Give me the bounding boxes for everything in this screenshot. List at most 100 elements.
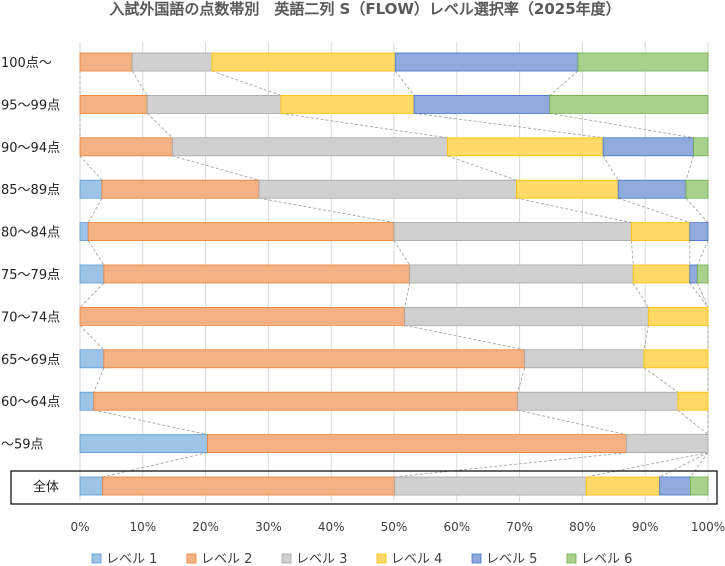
bar-segment xyxy=(632,264,691,284)
bar-segment xyxy=(446,137,604,157)
bar-segment xyxy=(79,434,208,454)
legend-label: レベル 1 xyxy=(106,552,157,566)
x-tick-label: 60% xyxy=(443,520,470,534)
bar-segment xyxy=(79,264,105,284)
series-connector-line xyxy=(586,452,709,478)
series-connector-line xyxy=(131,70,148,96)
x-tick-label: 10% xyxy=(129,520,156,534)
bar-segment xyxy=(394,52,579,72)
series-connector-line xyxy=(602,155,619,181)
legend: レベル 1 レベル 2 レベル 3 レベル 4 レベル 5 レベル 6 xyxy=(91,552,632,566)
series-connector-line xyxy=(517,409,627,436)
series-connector-line xyxy=(146,113,173,139)
bar-segment xyxy=(524,349,645,369)
x-tick-label: 0% xyxy=(70,520,89,534)
bar-segment xyxy=(685,179,709,199)
series-connector-line xyxy=(87,240,105,266)
bar-segment xyxy=(689,222,709,242)
category-label: 60～64点 xyxy=(1,395,60,410)
series-connector-line xyxy=(549,70,579,96)
bar-segment xyxy=(103,264,411,284)
series-connector-line xyxy=(689,282,709,308)
category-labels: 100点～ 95～99点 90～94点 85～89点 80～84点 75～79点 70～74… xyxy=(1,56,60,495)
bar-segment xyxy=(393,222,632,242)
series-connector-line xyxy=(93,367,105,393)
bar-segment xyxy=(517,391,679,411)
legend-label: レベル 4 xyxy=(391,552,442,566)
x-tick-label: 70% xyxy=(506,520,533,534)
series-connector-line xyxy=(643,325,649,350)
series-connector-line xyxy=(404,324,525,351)
bar-segment xyxy=(79,179,103,199)
bar-segment xyxy=(79,391,95,411)
series-connector-line xyxy=(79,325,105,351)
series-connector-line xyxy=(549,112,694,139)
bar-segment xyxy=(79,137,173,157)
series-connector-line xyxy=(79,282,105,308)
legend-swatch xyxy=(91,553,102,564)
bar-segment xyxy=(79,222,89,242)
series-connector-line xyxy=(677,409,709,435)
legend-label: レベル 6 xyxy=(581,552,632,566)
bar-segment xyxy=(516,179,619,199)
bar-series-group xyxy=(79,52,709,496)
category-label: 全体 xyxy=(33,479,59,495)
bar-segment xyxy=(404,306,649,326)
x-tick-label: 40% xyxy=(318,520,345,534)
category-label: 65～69点 xyxy=(1,353,60,368)
bar-segment xyxy=(409,264,634,284)
bar-segment xyxy=(643,349,709,369)
series-connector-line xyxy=(414,112,604,139)
bar-segment xyxy=(131,52,213,72)
series-connector-line xyxy=(172,155,260,181)
series-connector-lines xyxy=(79,70,709,478)
bar-segment xyxy=(585,476,661,496)
legend-swatch xyxy=(281,553,292,564)
bar-segment xyxy=(103,349,526,369)
category-label: 80～84点 xyxy=(1,226,60,241)
category-label: 100点～ xyxy=(1,56,52,71)
series-connector-line xyxy=(630,240,634,266)
series-connector-line xyxy=(516,197,632,224)
category-label: 85～89点 xyxy=(1,183,60,198)
x-tick-label: 90% xyxy=(632,520,659,534)
series-connector-line xyxy=(87,197,103,223)
category-label: 75～79点 xyxy=(1,268,60,283)
series-connector-line xyxy=(393,240,411,266)
bar-segment xyxy=(79,476,104,496)
bar-segment xyxy=(211,52,396,72)
x-tick-label: 20% xyxy=(192,520,219,534)
x-tick-label: 80% xyxy=(569,520,596,534)
series-connector-line xyxy=(404,282,411,308)
series-connector-line xyxy=(696,282,709,308)
bar-segment xyxy=(394,476,587,496)
series-connector-line xyxy=(102,452,208,478)
category-label: ～59点 xyxy=(1,438,44,453)
bar-segment xyxy=(677,391,709,411)
series-connector-line xyxy=(258,197,395,224)
legend-swatch xyxy=(471,553,482,564)
series-connector-line xyxy=(618,197,690,224)
legend-label: レベル 5 xyxy=(486,552,537,566)
legend-label: レベル 3 xyxy=(296,552,347,566)
legend-swatch xyxy=(566,553,577,564)
bar-segment xyxy=(102,476,396,496)
series-connector-line xyxy=(447,155,517,181)
bar-segment xyxy=(207,434,627,454)
bar-segment xyxy=(171,137,448,157)
bar-segment xyxy=(413,95,551,114)
bar-segment xyxy=(689,264,698,284)
legend-swatch xyxy=(376,553,387,564)
bar-segment xyxy=(93,391,519,411)
category-label: 90～94点 xyxy=(1,141,60,156)
series-connector-line xyxy=(280,112,448,139)
legend-swatch xyxy=(186,553,197,564)
bar-segment xyxy=(101,179,260,199)
bar-segment xyxy=(79,306,406,326)
highlight-box xyxy=(10,470,718,505)
series-connector-line xyxy=(690,452,709,478)
bar-segment xyxy=(79,52,133,72)
series-connector-line xyxy=(79,155,103,181)
bar-segment xyxy=(79,95,148,114)
bar-segment xyxy=(696,264,709,284)
